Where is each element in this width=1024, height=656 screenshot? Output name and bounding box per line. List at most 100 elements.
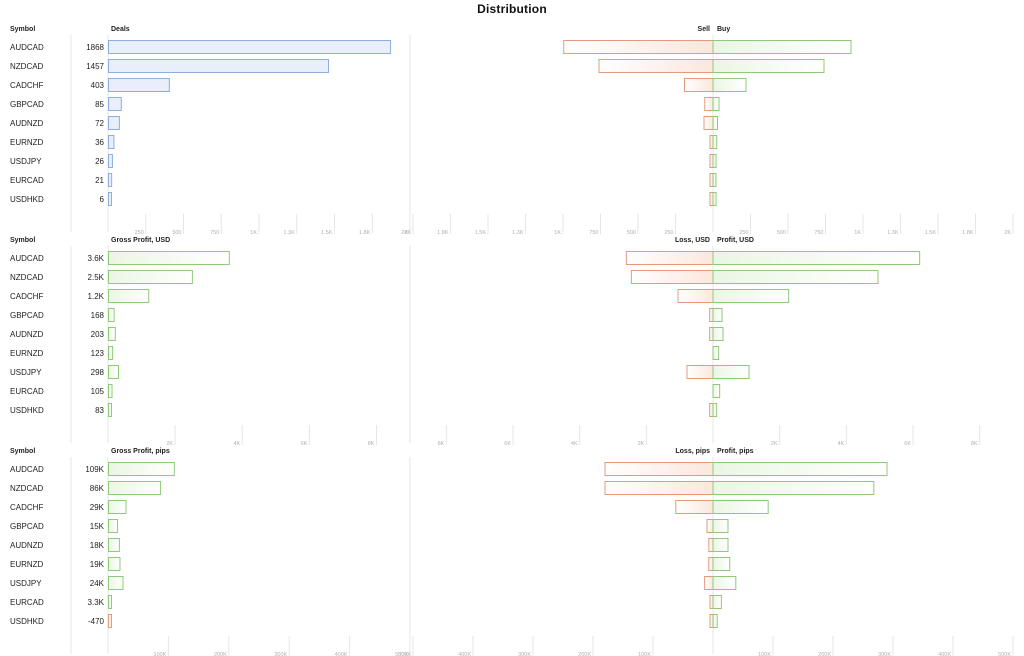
- bar-left-audcad: [604, 462, 714, 476]
- tick-label: 500: [172, 230, 181, 236]
- bar-right-usdjpy: [712, 154, 717, 168]
- tick-label: 250: [135, 230, 144, 236]
- bar-eurnzd: [108, 135, 115, 149]
- value-label: 85: [95, 100, 104, 109]
- bar-left-gbpcad: [704, 97, 714, 111]
- symbol-label: USDHKD: [10, 406, 44, 415]
- bar-audcad: [108, 462, 175, 476]
- tick-label: 750: [210, 230, 219, 236]
- bar-cadchf: [108, 78, 170, 92]
- bar-usdjpy: [108, 576, 124, 590]
- symbol-label: USDHKD: [10, 195, 44, 204]
- value-label: 21: [95, 176, 104, 185]
- tick-label: 300K: [518, 652, 531, 656]
- bar-left-nzdcad: [630, 270, 714, 284]
- bar-right-eurnzd: [712, 557, 731, 571]
- symbol-header: Symbol: [10, 237, 35, 244]
- bar-audcad: [108, 40, 392, 54]
- tick-label: 2K: [771, 441, 778, 447]
- left-series-label: Loss, pips: [675, 448, 710, 455]
- tick-label: 4K: [233, 441, 240, 447]
- bar-usdhkd: [108, 192, 112, 206]
- bar-usdjpy: [108, 365, 119, 379]
- bar-right-nzdcad: [712, 481, 875, 495]
- symbol-label: USDJPY: [10, 157, 42, 166]
- bar-right-usdjpy: [712, 365, 750, 379]
- bar-gbpcad: [108, 97, 122, 111]
- bar-left-audnzd: [703, 116, 714, 130]
- bar-audcad: [108, 251, 230, 265]
- symbol-label: NZDCAD: [10, 484, 44, 493]
- bar-right-eurcad: [712, 173, 717, 187]
- tick-label: 1.5K: [321, 230, 333, 236]
- symbol-label: AUDCAD: [10, 254, 44, 263]
- symbol-label: EURCAD: [10, 176, 44, 185]
- tick-label: 6K: [904, 441, 911, 447]
- tick-label: 300K: [274, 652, 287, 656]
- tick-label: 2K: [638, 441, 645, 447]
- tick-label: 1.3K: [887, 230, 899, 236]
- symbol-label: AUDCAD: [10, 43, 44, 52]
- tick-label: 100K: [758, 652, 771, 656]
- tick-label: 750: [589, 230, 598, 236]
- bar-right-audcad: [712, 40, 852, 54]
- value-label: 105: [91, 387, 105, 396]
- right-series-label: Profit, pips: [717, 448, 754, 455]
- tick-label: 8K: [971, 441, 978, 447]
- bar-gbpcad: [108, 308, 115, 322]
- tick-label: 1.5K: [475, 230, 487, 236]
- value-label: 298: [91, 368, 105, 377]
- symbol-label: USDJPY: [10, 368, 42, 377]
- value-label: 86K: [90, 484, 105, 493]
- bar-left-nzdcad: [598, 59, 714, 73]
- page-title: Distribution: [477, 2, 547, 16]
- bar-right-gbpcad: [712, 97, 720, 111]
- bar-left-usdjpy: [686, 365, 714, 379]
- value-label: 24K: [90, 579, 105, 588]
- symbol-label: AUDNZD: [10, 330, 44, 339]
- bar-right-gbpcad: [712, 519, 729, 533]
- bar-nzdcad: [108, 270, 193, 284]
- tick-label: 300K: [878, 652, 891, 656]
- symbol-label: NZDCAD: [10, 273, 44, 282]
- symbol-header: Symbol: [10, 26, 35, 33]
- value-label: 72: [95, 119, 104, 128]
- symbol-header: Symbol: [10, 448, 35, 455]
- right-series-label: Buy: [717, 26, 730, 33]
- symbol-label: GBPCAD: [10, 100, 44, 109]
- value-label: 168: [91, 311, 105, 320]
- bar-right-eurcad: [712, 595, 722, 609]
- symbol-label: EURCAD: [10, 387, 44, 396]
- tick-label: 2K: [404, 230, 411, 236]
- symbol-label: GBPCAD: [10, 522, 44, 531]
- value-label: 36: [95, 138, 104, 147]
- left-series-label: Loss, USD: [675, 237, 710, 244]
- bar-usdhkd: [108, 614, 112, 628]
- tick-label: 200K: [214, 652, 227, 656]
- tick-label: 8K: [368, 441, 375, 447]
- tick-label: 2K: [1004, 230, 1011, 236]
- bar-right-gbpcad: [712, 308, 723, 322]
- bar-right-eurcad: [712, 384, 721, 398]
- bar-right-audcad: [712, 251, 921, 265]
- bar-left-audcad: [563, 40, 714, 54]
- value-label: 18K: [90, 541, 105, 550]
- value-label: 1457: [86, 62, 104, 71]
- tick-label: 1.3K: [512, 230, 524, 236]
- bar-audnzd: [108, 538, 120, 552]
- symbol-label: CADCHF: [10, 81, 43, 90]
- value-label: 203: [91, 330, 105, 339]
- value-label: 19K: [90, 560, 105, 569]
- bar-left-cadchf: [675, 500, 714, 514]
- bar-eurnzd: [108, 346, 114, 360]
- symbol-label: EURNZD: [10, 560, 44, 569]
- value-label: 26: [95, 157, 104, 166]
- bar-eurnzd: [108, 557, 121, 571]
- value-label: -470: [88, 617, 105, 626]
- tick-label: 1.8K: [962, 230, 974, 236]
- value-label: 1868: [86, 43, 104, 52]
- tick-label: 4K: [571, 441, 578, 447]
- left-chart-header: Gross Profit, USD: [111, 237, 170, 244]
- bar-usdjpy: [108, 154, 113, 168]
